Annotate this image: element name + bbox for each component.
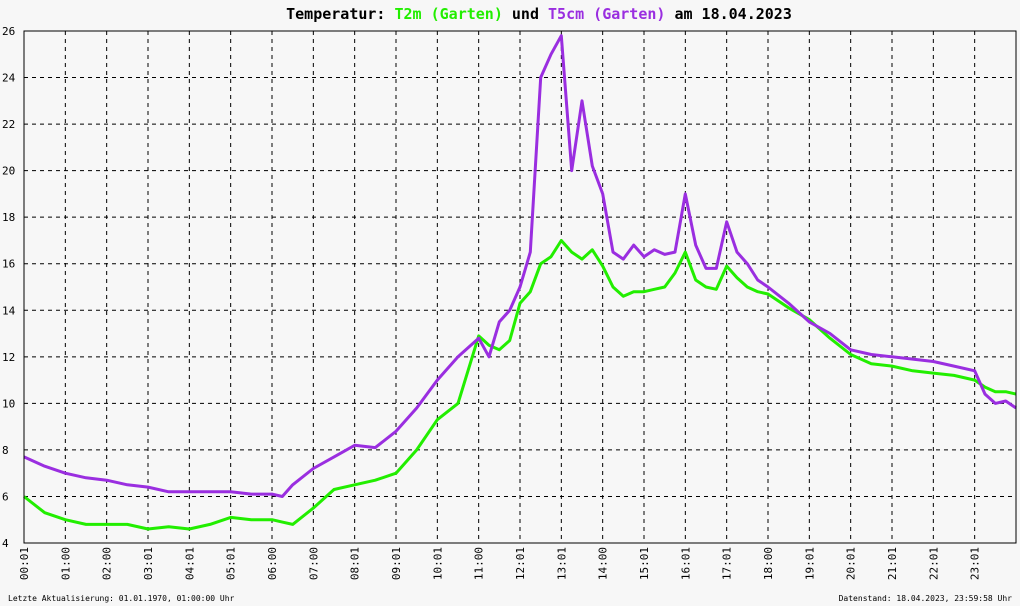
x-tick-label: 07:00 (307, 547, 320, 580)
x-tick-label: 00:01 (18, 547, 31, 580)
y-tick-label: 10 (2, 397, 15, 410)
y-tick-label: 16 (2, 258, 15, 271)
x-tick-label: 15:01 (638, 547, 651, 580)
title-series2: T5cm (Garten) (548, 5, 665, 23)
grid (24, 30, 1016, 544)
plot-frame (23, 30, 1017, 544)
x-axis-ticks: 00:01 01:00 02:00 03:01 04:01 05:01 06:00 07:00… (18, 547, 982, 580)
x-tick-label: 20:01 (845, 547, 858, 580)
footer-data-status: Datenstand: 18.04.2023, 23:59:58 Uhr (839, 594, 1013, 603)
x-tick-label: 03:01 (142, 547, 155, 580)
x-tick-label: 08:01 (349, 547, 362, 580)
y-tick-label: 22 (2, 118, 15, 131)
y-tick-label: 26 (2, 25, 15, 38)
footer-last-update: Letzte Aktualisierung: 01.01.1970, 01:00… (8, 594, 235, 603)
chart-title: Temperatur: T2m (Garten) und T5cm (Garte… (286, 5, 792, 23)
x-tick-label: 13:01 (555, 547, 568, 580)
x-tick-label: 14:00 (597, 547, 610, 580)
x-tick-label: 18:00 (762, 547, 775, 580)
x-tick-label: 23:01 (969, 547, 982, 580)
title-mid: und (503, 5, 548, 23)
x-tick-label: 01:00 (59, 547, 72, 580)
y-tick-label: 12 (2, 351, 15, 364)
series-line-2 (23, 34, 1017, 498)
series-line-1 (23, 239, 1017, 531)
title-series1: T2m (Garten) (395, 5, 503, 23)
series-layer (23, 34, 1017, 531)
y-tick-label: 24 (2, 72, 16, 85)
x-tick-label: 19:01 (803, 547, 816, 580)
y-tick-label: 18 (2, 211, 15, 224)
y-tick-label: 20 (2, 165, 15, 178)
x-tick-label: 02:00 (101, 547, 114, 580)
x-tick-label: 05:01 (225, 547, 238, 580)
y-tick-label: 4 (2, 537, 9, 550)
x-tick-label: 06:00 (266, 547, 279, 580)
x-tick-label: 09:01 (390, 547, 403, 580)
x-tick-label: 12:01 (514, 547, 527, 580)
y-tick-label: 8 (2, 444, 9, 457)
title-prefix: Temperatur: (286, 5, 394, 23)
x-tick-label: 21:01 (886, 547, 899, 580)
title-suffix: am 18.04.2023 (665, 5, 791, 23)
x-tick-label: 16:01 (679, 547, 692, 580)
y-tick-label: 6 (2, 490, 9, 503)
x-tick-label: 17:01 (721, 547, 734, 580)
x-tick-label: 04:01 (183, 547, 196, 580)
x-tick-label: 22:01 (927, 547, 940, 580)
y-axis-ticks: 4 6 8 10 12 14 16 18 20 22 24 26 (2, 25, 16, 550)
x-tick-label: 11:00 (473, 547, 486, 580)
y-tick-label: 14 (2, 304, 16, 317)
x-tick-label: 10:01 (431, 547, 444, 580)
